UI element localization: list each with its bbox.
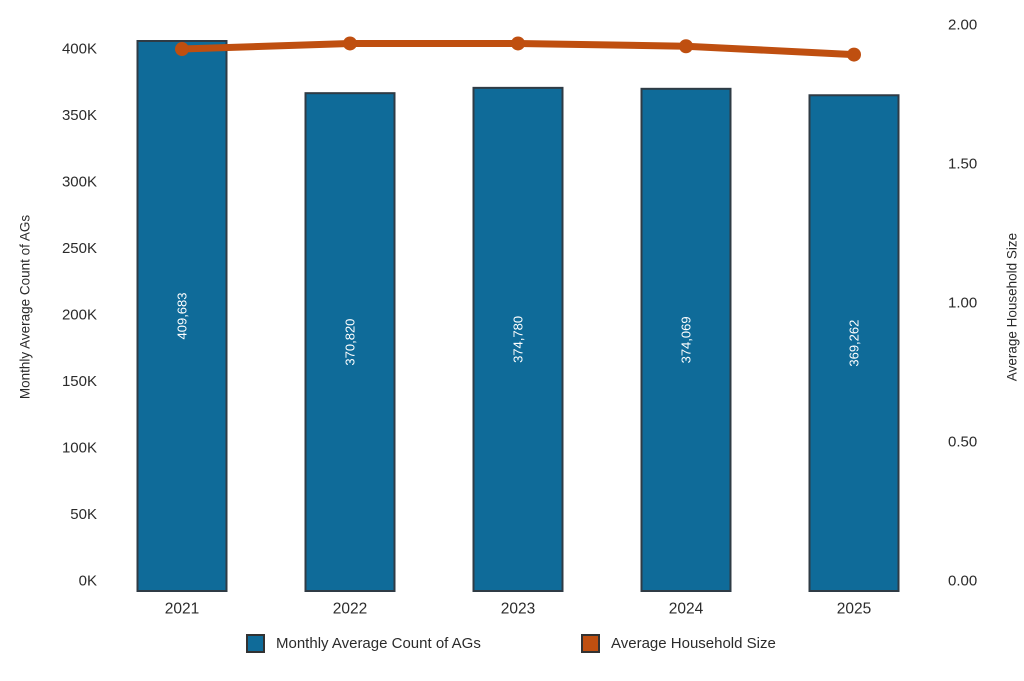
left-axis-tick-label: 400K <box>62 40 97 57</box>
legend-item-bar-series[interactable]: Monthly Average Count of AGs <box>246 633 481 653</box>
right-axis-title: Average Household Size <box>1005 233 1020 381</box>
right-axis-tick-label: 2.00 <box>948 16 977 33</box>
line-marker-2024[interactable] <box>679 39 693 54</box>
x-axis-label-2025: 2025 <box>837 600 871 617</box>
left-axis-tick-label: 300K <box>62 173 97 190</box>
legend-label: Monthly Average Count of AGs <box>276 634 481 652</box>
x-axis-labels: 2021 2022 2023 2024 2025 <box>165 600 871 617</box>
left-axis-title: Monthly Average Count of AGs <box>18 215 33 400</box>
bar-value-label: 374,780 <box>511 316 526 363</box>
legend-label: Average Household Size <box>611 634 776 652</box>
right-axis-ticks: 0.00 0.50 1.00 1.50 2.00 <box>948 16 977 589</box>
bar-value-label: 409,683 <box>175 293 190 340</box>
x-axis-label-2021: 2021 <box>165 600 199 617</box>
legend-item-line-series[interactable]: Average Household Size <box>581 633 776 653</box>
x-axis-label-2023: 2023 <box>501 600 535 617</box>
bar-value-label: 369,262 <box>847 320 862 367</box>
x-axis-label-2024: 2024 <box>669 600 704 617</box>
left-axis-tick-label: 200K <box>62 306 97 323</box>
bar-value-label: 370,820 <box>343 319 358 366</box>
line-marker-2021[interactable] <box>175 42 189 57</box>
left-axis-tick-label: 0K <box>79 572 97 589</box>
left-axis-tick-label: 150K <box>62 373 97 390</box>
bar-2023[interactable] <box>472 86 564 592</box>
left-axis-ticks: 0K 50K 100K 150K 200K 250K 300K 350K 400K <box>62 40 97 589</box>
right-axis-tick-label: 1.00 <box>948 294 977 311</box>
line-series-swatch-icon <box>581 633 600 653</box>
legend: Monthly Average Count of AGs Average Hou… <box>0 633 1024 655</box>
right-axis-tick-label: 0.50 <box>948 433 977 450</box>
right-axis-tick-label: 1.50 <box>948 155 977 172</box>
left-axis-tick-label: 250K <box>62 240 97 257</box>
bar-2024[interactable] <box>640 87 732 592</box>
bar-2021[interactable] <box>136 40 228 592</box>
line-marker-2023[interactable] <box>511 36 525 51</box>
bar-series-swatch-icon <box>246 633 265 653</box>
bar-2022[interactable] <box>304 92 396 592</box>
bar-value-labels: 409,683 370,820 374,780 374,069 369,262 <box>175 293 862 367</box>
bar-2025[interactable] <box>808 94 900 592</box>
left-axis-tick-label: 50K <box>70 506 97 523</box>
left-axis-tick-label: 100K <box>62 439 97 456</box>
bar-value-label: 374,069 <box>679 316 694 363</box>
right-axis-tick-label: 0.00 <box>948 572 977 589</box>
line-marker-2025[interactable] <box>847 47 861 62</box>
x-axis-label-2022: 2022 <box>333 600 367 617</box>
bar-series <box>136 40 900 592</box>
line-series <box>175 36 861 62</box>
left-axis-tick-label: 350K <box>62 107 97 124</box>
line-marker-2022[interactable] <box>343 36 357 51</box>
